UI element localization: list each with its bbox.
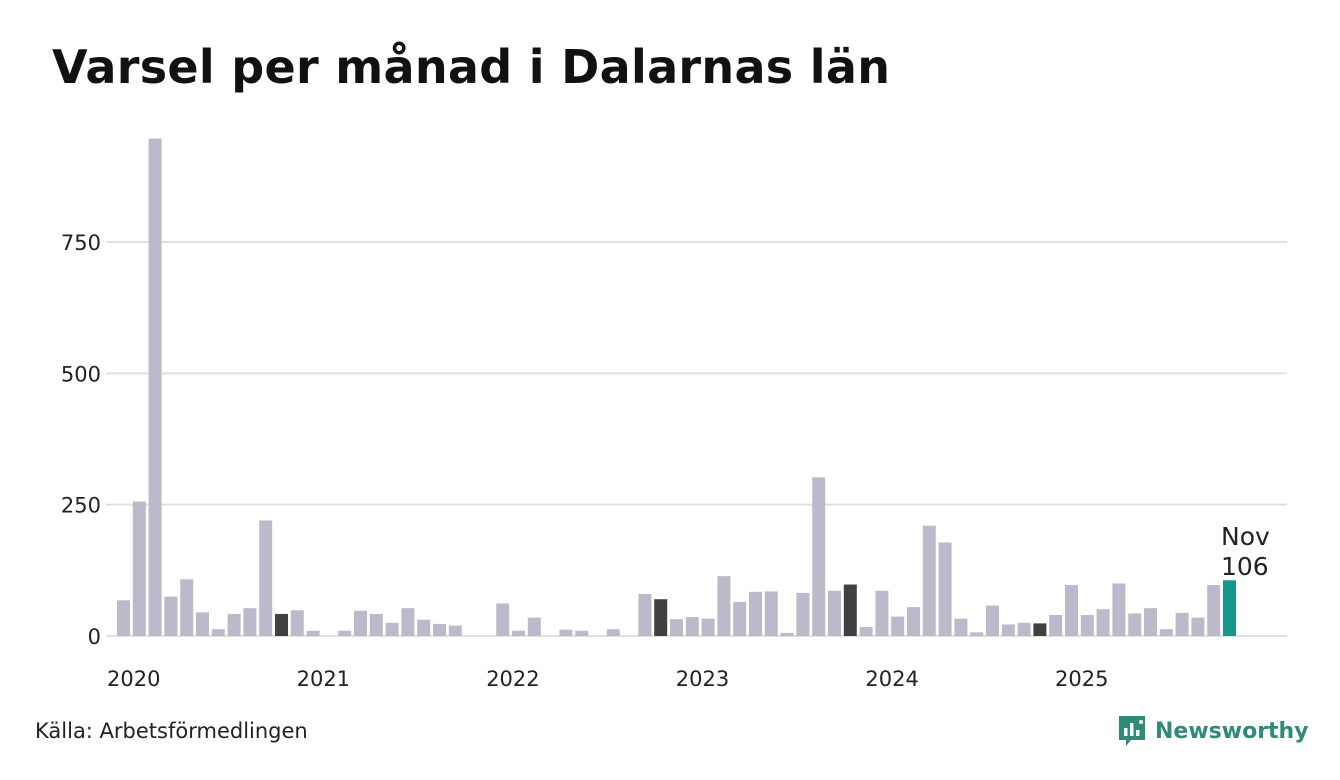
- bar: [764, 591, 778, 636]
- bar: [1001, 624, 1015, 636]
- bar: [306, 630, 320, 636]
- y-tick-label: 0: [88, 625, 101, 649]
- bar: [1049, 614, 1063, 636]
- bar: [1175, 612, 1189, 636]
- bar: [227, 613, 241, 636]
- bar: [1096, 609, 1110, 636]
- bar: [354, 610, 367, 636]
- bar: [338, 630, 352, 636]
- brand-logo[interactable]: Newsworthy: [1117, 714, 1309, 748]
- bar: [132, 501, 146, 636]
- bar: [717, 576, 731, 636]
- bar: [259, 520, 273, 636]
- bar: [654, 599, 668, 636]
- x-tick-label: 2025: [1055, 667, 1108, 691]
- bar: [164, 596, 178, 636]
- bar: [433, 623, 446, 636]
- bar: [180, 579, 194, 636]
- bar: [417, 619, 431, 636]
- bar: [796, 592, 810, 636]
- y-tick-label: 250: [61, 494, 101, 518]
- bar: [685, 617, 699, 636]
- bar: [148, 138, 162, 636]
- brand-name: Newsworthy: [1155, 718, 1309, 744]
- bar: [385, 622, 399, 636]
- x-tick-label: 2020: [107, 667, 160, 691]
- bar: [290, 610, 304, 636]
- bar: [401, 608, 415, 636]
- bar: [196, 612, 209, 636]
- x-axis-ticks: 2020 2021 2022 2023 2024 2025: [107, 667, 1108, 691]
- x-tick-label: 2021: [297, 667, 350, 691]
- bar: [1207, 585, 1221, 636]
- bar: [369, 613, 383, 636]
- bar: [670, 619, 683, 636]
- bar: [1159, 629, 1173, 636]
- bar: [1033, 623, 1047, 636]
- bar: [875, 590, 889, 636]
- bars: [117, 138, 1236, 636]
- bar: [606, 629, 620, 636]
- bar: [1112, 583, 1126, 636]
- bar: [559, 629, 573, 636]
- bar: [970, 632, 984, 636]
- bar: [527, 617, 541, 636]
- bar: [638, 593, 652, 636]
- x-tick-label: 2022: [486, 667, 539, 691]
- bar: [1065, 585, 1078, 636]
- bar: [1191, 617, 1205, 636]
- bar: [780, 632, 794, 636]
- grid-lines: [106, 241, 1287, 637]
- bar: [1128, 613, 1142, 636]
- bar: [117, 600, 130, 636]
- annotation-month: Nov: [1221, 522, 1270, 551]
- x-tick-label: 2023: [676, 667, 729, 691]
- bar: [812, 477, 826, 636]
- bar: [512, 630, 525, 636]
- newsworthy-logo-icon: [1119, 716, 1145, 746]
- bar: [843, 584, 857, 636]
- y-axis-ticks: 0 250 500 750: [61, 231, 101, 649]
- bar: [733, 601, 747, 636]
- x-tick-label: 2024: [865, 667, 918, 691]
- bar: [496, 603, 510, 636]
- bar: [986, 605, 999, 636]
- bar: [1080, 614, 1094, 636]
- annotation-value: 106: [1221, 552, 1269, 581]
- bar: [1144, 608, 1157, 636]
- y-tick-label: 500: [61, 362, 101, 386]
- bar: [891, 616, 905, 636]
- bar: [243, 608, 257, 636]
- bar: [954, 618, 968, 636]
- bar: [907, 607, 920, 636]
- chart-title: Varsel per månad i Dalarnas län: [52, 40, 891, 94]
- y-tick-label: 750: [61, 231, 101, 255]
- bar: [275, 613, 288, 636]
- bar: [211, 629, 225, 636]
- bar: [448, 625, 462, 636]
- bar-chart: 0 250 500 750 2020 2021 2022 2023 2024 2025 Nov1…: [61, 138, 1287, 691]
- bar: [749, 591, 762, 636]
- bar: [922, 525, 936, 636]
- bar: [828, 590, 841, 636]
- bar: [859, 627, 873, 636]
- bar: [701, 618, 715, 636]
- bar: [1223, 580, 1236, 636]
- bar: [575, 630, 589, 636]
- bar: [1017, 622, 1031, 636]
- bar: [938, 542, 952, 636]
- source-text: Källa: Arbetsförmedlingen: [35, 719, 308, 743]
